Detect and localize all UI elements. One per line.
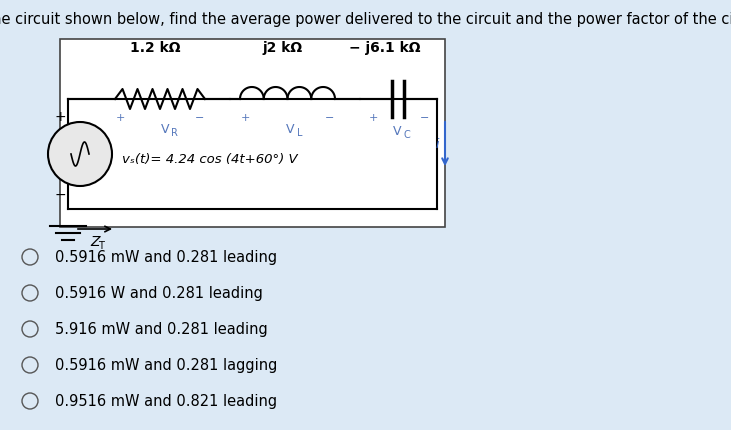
Text: +: +: [240, 113, 250, 123]
Text: V: V: [161, 123, 170, 136]
Text: C: C: [403, 130, 410, 140]
Text: V: V: [393, 125, 402, 138]
Text: −: −: [325, 113, 335, 123]
Text: i: i: [436, 138, 439, 151]
Text: +: +: [54, 110, 66, 124]
Text: vₛ(t)= 4.24 cos (4t+60°) V: vₛ(t)= 4.24 cos (4t+60°) V: [122, 153, 298, 166]
Text: R: R: [170, 128, 178, 138]
Text: L: L: [297, 128, 302, 138]
Text: j2 kΩ: j2 kΩ: [263, 41, 303, 55]
Text: 0.9516 mW and 0.821 leading: 0.9516 mW and 0.821 leading: [55, 393, 277, 408]
Text: 0.5916 mW and 0.281 leading: 0.5916 mW and 0.281 leading: [55, 250, 277, 265]
Circle shape: [48, 123, 112, 187]
Text: −: −: [195, 113, 205, 123]
Text: T: T: [98, 240, 104, 250]
Text: V: V: [287, 123, 295, 136]
Text: 5.916 mW and 0.281 leading: 5.916 mW and 0.281 leading: [55, 322, 268, 337]
Text: +: +: [368, 113, 378, 123]
FancyBboxPatch shape: [60, 40, 445, 227]
Text: 1.2 kΩ: 1.2 kΩ: [129, 41, 181, 55]
Text: 0.5916 mW and 0.281 lagging: 0.5916 mW and 0.281 lagging: [55, 358, 277, 373]
Text: For the circuit shown below, find the average power delivered to the circuit and: For the circuit shown below, find the av…: [0, 12, 731, 27]
Text: Z: Z: [90, 234, 99, 249]
Text: − j6.1 kΩ: − j6.1 kΩ: [349, 41, 421, 55]
Text: −: −: [420, 113, 430, 123]
Text: −: −: [54, 187, 66, 202]
Text: +: +: [115, 113, 125, 123]
Text: 0.5916 W and 0.281 leading: 0.5916 W and 0.281 leading: [55, 286, 263, 301]
